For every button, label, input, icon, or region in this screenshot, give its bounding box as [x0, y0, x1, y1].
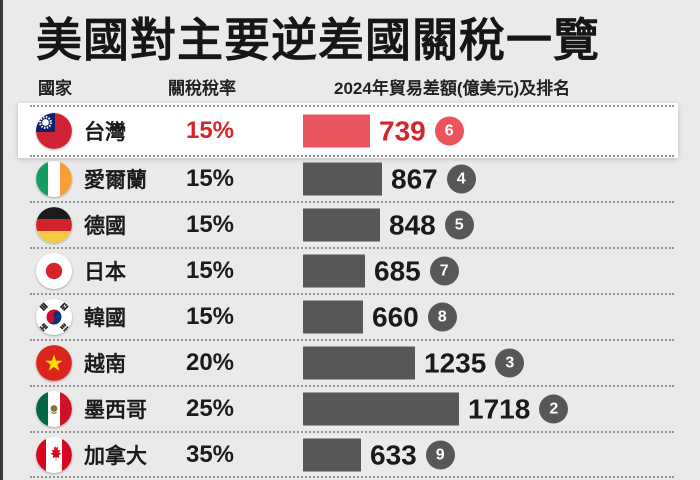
country-name: 韓國	[84, 307, 126, 330]
deficit-bar-group: 1235 3	[303, 346, 525, 380]
tariff-rate: 20%	[185, 349, 235, 376]
tariff-rate: 25%	[185, 395, 235, 422]
deficit-value: 867	[391, 163, 438, 194]
column-header-country: 國家	[38, 79, 72, 98]
taiwan-flag-icon	[36, 113, 72, 149]
rank-badge: 2	[539, 394, 569, 424]
deficit-bar-group: 1718 2	[303, 392, 569, 426]
rank-badge: 7	[429, 256, 459, 286]
deficit-bar	[303, 162, 382, 196]
deficit-bar	[303, 208, 380, 242]
south-korea-flag-icon	[36, 299, 72, 335]
deficit-value: 848	[389, 209, 436, 240]
deficit-bar-group: 867 4	[303, 162, 476, 196]
japan-flag-icon	[36, 253, 72, 289]
rank-badge: 8	[427, 302, 457, 332]
rank-badge: 6	[434, 116, 464, 146]
deficit-value: 633	[370, 439, 417, 470]
deficit-bar	[303, 438, 361, 472]
deficit-value: 739	[379, 115, 426, 146]
table-row: 日本 15% 685 7	[0, 247, 700, 294]
table-row: 加拿大 35% 633 9	[0, 431, 700, 478]
dotted-separator	[30, 155, 674, 157]
country-name: 德國	[84, 215, 126, 238]
deficit-bar	[303, 346, 415, 380]
table-row: 韓國 15% 660 8	[0, 293, 700, 340]
deficit-bar-group: 739 6	[303, 114, 464, 148]
country-name: 愛爾蘭	[84, 169, 147, 192]
table-row: 台灣 15% 739 6	[0, 103, 700, 158]
column-header-deficit: 2024年貿易差額(億美元)及排名	[334, 79, 571, 98]
deficit-value: 685	[374, 255, 421, 286]
rank-badge: 9	[425, 440, 455, 470]
tariff-rate: 15%	[185, 211, 235, 238]
tariff-rate: 15%	[185, 165, 235, 192]
table-row: 越南 20% 1235 3	[0, 339, 700, 386]
dotted-separator	[30, 339, 674, 341]
deficit-value: 1235	[424, 347, 487, 378]
table-row: 愛爾蘭 15% 867 4	[0, 155, 700, 202]
deficit-bar	[303, 300, 363, 334]
table-row: 墨西哥 25% 1718 2	[0, 385, 700, 432]
page-title: 美國對主要逆差國關稅一覽	[36, 14, 600, 66]
deficit-bar	[303, 254, 365, 288]
deficit-bar-group: 685 7	[303, 254, 459, 288]
tariff-rate: 35%	[185, 441, 235, 468]
dotted-separator	[30, 293, 674, 295]
country-rows: 台灣 15% 739 6 愛爾蘭 15% 867 4 德國 15% 848 5	[0, 103, 700, 478]
deficit-value: 1718	[468, 393, 531, 424]
table-row: 德國 15% 848 5	[0, 201, 700, 248]
dotted-separator	[30, 201, 674, 203]
deficit-value: 660	[372, 301, 419, 332]
rank-badge: 3	[495, 348, 525, 378]
dotted-separator	[30, 247, 674, 249]
deficit-bar-group: 848 5	[303, 208, 474, 242]
canada-flag-icon	[36, 437, 72, 473]
column-header-rate: 關稅稅率	[168, 79, 236, 98]
deficit-bar	[303, 114, 370, 148]
deficit-bar-group: 633 9	[303, 438, 455, 472]
country-name: 越南	[84, 353, 126, 376]
dotted-separator	[30, 431, 674, 433]
left-edge-strip	[0, 0, 3, 480]
country-name: 墨西哥	[84, 399, 147, 422]
tariff-rate: 15%	[185, 303, 235, 330]
country-name: 台灣	[84, 121, 126, 144]
vietnam-flag-icon	[36, 345, 72, 381]
tariff-rate: 15%	[185, 257, 235, 284]
mexico-flag-icon	[36, 391, 72, 427]
rank-badge: 4	[446, 164, 476, 194]
country-name: 日本	[84, 261, 126, 284]
ireland-flag-icon	[36, 161, 72, 197]
deficit-bar-group: 660 8	[303, 300, 457, 334]
country-name: 加拿大	[84, 445, 147, 468]
deficit-bar	[303, 392, 459, 426]
rank-badge: 5	[444, 210, 474, 240]
dotted-separator	[30, 385, 674, 387]
tariff-rate: 15%	[185, 117, 235, 144]
germany-flag-icon	[36, 207, 72, 243]
